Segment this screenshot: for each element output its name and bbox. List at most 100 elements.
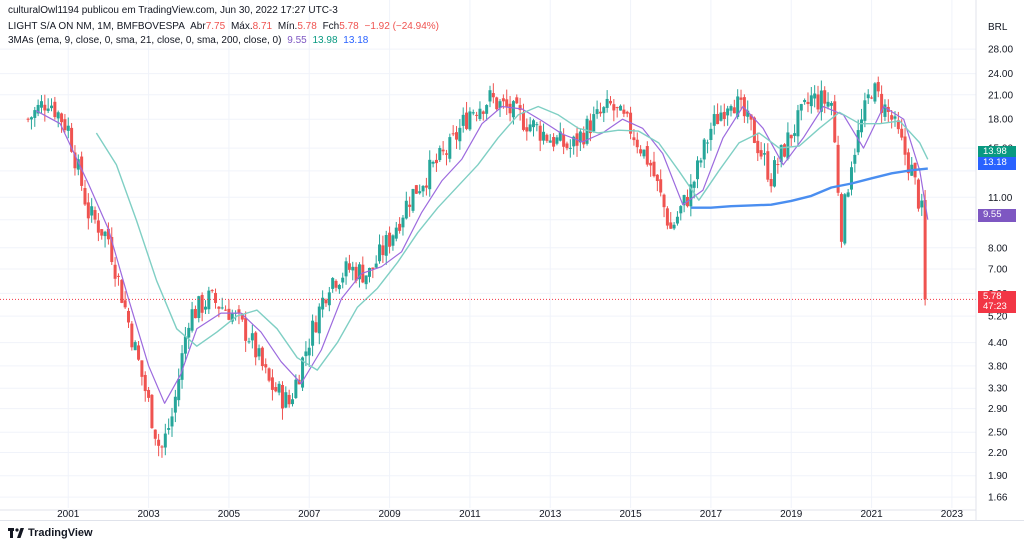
candle-body xyxy=(401,217,405,228)
tradingview-logo[interactable]: TradingView xyxy=(8,527,93,539)
candle-body xyxy=(337,284,341,290)
candle-body xyxy=(478,108,482,119)
candle-body xyxy=(207,290,211,310)
x-tick-label: 2009 xyxy=(378,509,401,520)
candle-body xyxy=(458,127,462,142)
candle-body xyxy=(803,100,807,103)
candle-body xyxy=(247,341,251,343)
candle-body xyxy=(722,111,726,120)
x-tick-label: 2007 xyxy=(298,509,321,520)
candle-body xyxy=(706,142,710,144)
candle-body xyxy=(729,106,733,111)
candle-body xyxy=(702,139,706,160)
candle-body xyxy=(642,149,646,157)
candle-body xyxy=(843,194,847,244)
candle-body xyxy=(923,199,927,300)
candle-body xyxy=(391,235,395,246)
candle-body xyxy=(582,132,586,145)
candle-body xyxy=(475,114,479,116)
candle-body xyxy=(682,195,686,206)
candle-body xyxy=(726,108,730,116)
candle-body xyxy=(153,429,157,439)
candle-body xyxy=(126,310,130,323)
x-tick-label: 2019 xyxy=(780,509,803,520)
footer: TradingView xyxy=(0,520,1024,547)
candle-body xyxy=(214,292,218,303)
candle-body xyxy=(783,144,787,157)
candle-body xyxy=(759,150,763,157)
y-tick-label: 7.00 xyxy=(988,264,1008,275)
candle-body xyxy=(565,143,569,149)
candle-body xyxy=(418,191,422,194)
candle-body xyxy=(816,94,820,110)
candle-body xyxy=(438,148,442,161)
candle-body xyxy=(180,353,184,380)
y-tick-label: 4.40 xyxy=(988,338,1008,349)
candle-body xyxy=(344,261,348,277)
candle-body xyxy=(839,194,843,242)
candle-body xyxy=(890,115,894,120)
candle-body xyxy=(157,439,161,446)
sma200-price-tag: 13.18 xyxy=(978,157,1016,170)
candle-body xyxy=(796,110,800,137)
candle-body xyxy=(106,228,110,240)
candle-body xyxy=(876,82,880,92)
candle-body xyxy=(237,309,241,314)
y-tick-label: 1.66 xyxy=(988,493,1008,504)
ema9-line xyxy=(35,105,929,404)
candle-body xyxy=(424,185,428,188)
candle-body xyxy=(501,98,505,102)
candle-body xyxy=(572,136,576,147)
candle-body xyxy=(578,131,582,143)
candle-body xyxy=(294,379,298,398)
candle-body xyxy=(528,124,532,132)
candle-body xyxy=(357,264,361,280)
candle-body xyxy=(428,159,432,190)
candle-body xyxy=(244,317,248,341)
candle-body xyxy=(655,174,659,182)
candle-body xyxy=(488,90,492,102)
candle-body xyxy=(187,327,191,338)
candle-body xyxy=(672,224,676,229)
y-tick-label: 1.90 xyxy=(988,471,1008,482)
x-tick-label: 2003 xyxy=(137,509,160,520)
candle-body xyxy=(143,374,147,392)
y-tick-label: 5.20 xyxy=(988,312,1008,323)
candle-body xyxy=(769,178,773,187)
candle-body xyxy=(96,220,100,233)
candle-body xyxy=(29,117,33,120)
candle-body xyxy=(63,119,67,131)
candle-body xyxy=(367,267,371,277)
candle-body xyxy=(542,131,546,141)
candle-body xyxy=(786,132,790,159)
candle-body xyxy=(766,151,770,180)
sma200-line xyxy=(690,167,928,209)
candle-body xyxy=(230,313,234,322)
candle-body xyxy=(66,125,70,131)
candle-body xyxy=(217,306,221,309)
candle-body xyxy=(378,244,382,262)
candle-body xyxy=(696,160,700,180)
indicator-row[interactable]: 3MAs (ema, 9, close, 0, sma, 21, close, … xyxy=(8,35,371,46)
candle-body xyxy=(521,112,525,130)
candle-body xyxy=(826,101,830,107)
candle-body xyxy=(193,309,197,319)
candle-body xyxy=(133,342,137,351)
candle-body xyxy=(749,114,753,120)
candle-body xyxy=(73,152,77,169)
candle-body xyxy=(381,245,385,256)
candle-body xyxy=(444,153,448,155)
x-tick-label: 2023 xyxy=(941,509,964,520)
candle-body xyxy=(856,130,860,153)
price-chart[interactable]: 28.0024.0021.0018.0015.0011.008.007.006.… xyxy=(0,0,1024,520)
sma21-line xyxy=(95,105,929,371)
low-value: 5.78 xyxy=(297,21,317,32)
candle-body xyxy=(552,137,556,147)
change-value: −1.92 (−24.94%) xyxy=(364,21,439,32)
candle-body xyxy=(900,128,904,138)
candle-body xyxy=(364,275,368,285)
candle-body xyxy=(742,97,746,117)
candle-body xyxy=(50,105,54,109)
candle-body xyxy=(732,107,736,114)
candle-body xyxy=(277,383,281,393)
